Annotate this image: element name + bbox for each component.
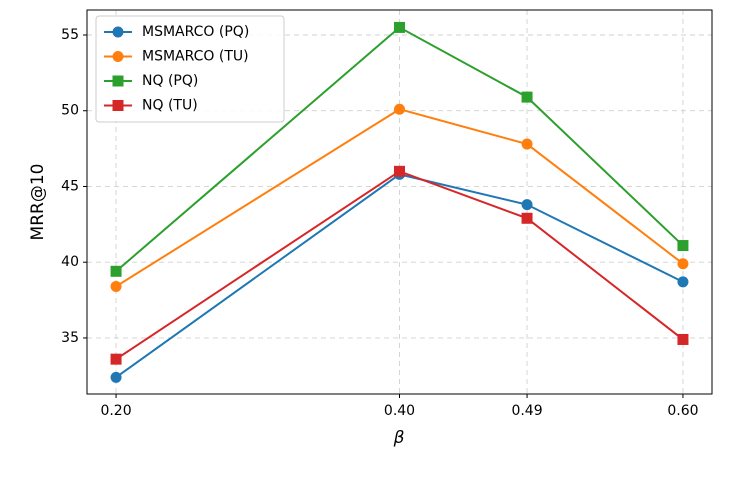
y-tick-label: 40 [61, 254, 79, 270]
legend-label: NQ (PQ) [142, 73, 198, 89]
marker [110, 265, 122, 277]
y-tick-label: 35 [61, 330, 79, 346]
marker [110, 371, 122, 383]
marker [394, 165, 405, 177]
legend-label: NQ (TU) [142, 98, 198, 114]
x-tick-label: 0.60 [667, 403, 698, 419]
series-line [115, 108, 684, 288]
legend-marker [112, 51, 124, 62]
marker [677, 333, 689, 345]
x-axis-label: β [393, 428, 405, 448]
x-tick-label: 0.49 [511, 403, 542, 419]
legend-marker [112, 26, 124, 38]
y-tick-label: 55 [61, 27, 79, 43]
y-tick-label: 45 [61, 178, 79, 194]
series-line [115, 173, 684, 379]
y-axis-label: MRR@10 [28, 164, 48, 241]
marker [521, 138, 533, 150]
marker [394, 103, 405, 115]
marker [521, 212, 533, 224]
legend-label: MSMARCO (PQ) [142, 24, 249, 40]
marker [110, 280, 122, 292]
marker [677, 258, 689, 270]
legend-marker [112, 75, 124, 87]
marker [521, 199, 533, 211]
marker [677, 276, 689, 288]
series-line [115, 26, 684, 273]
marker [394, 21, 405, 33]
marker [521, 91, 533, 103]
legend-box [95, 15, 285, 123]
y-tick-label: 50 [61, 103, 79, 119]
legend-marker [112, 100, 124, 111]
marker [677, 240, 689, 252]
x-tick-label: 0.40 [384, 403, 415, 419]
marker [110, 353, 122, 365]
legend-label: MSMARCO (TU) [142, 49, 249, 65]
series-line [115, 170, 684, 360]
plot-frame [86, 9, 713, 395]
x-tick-label: 0.20 [100, 403, 131, 419]
